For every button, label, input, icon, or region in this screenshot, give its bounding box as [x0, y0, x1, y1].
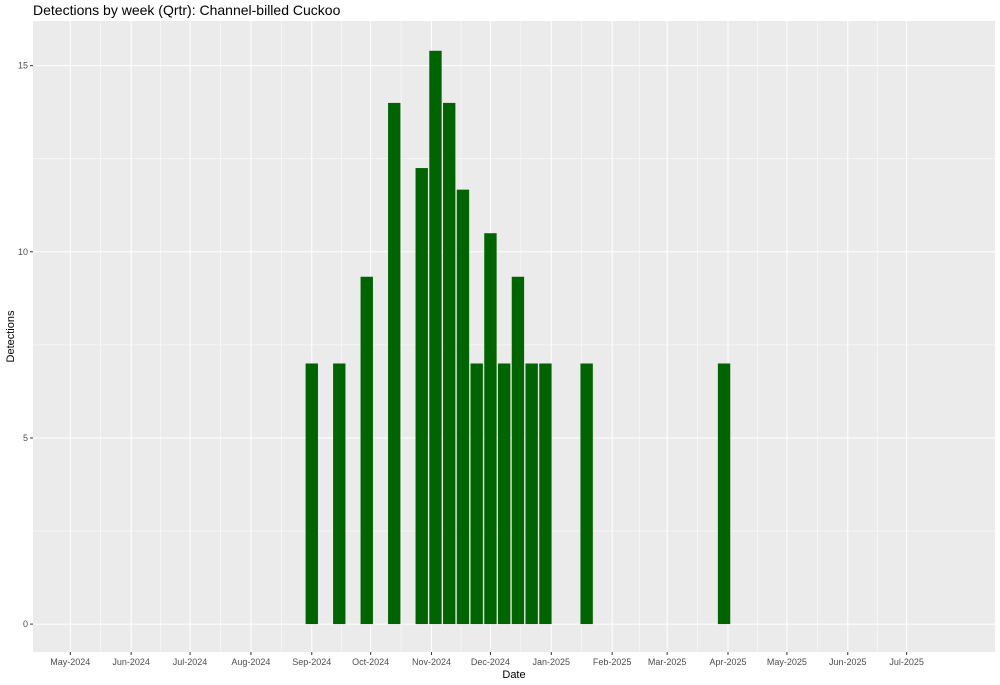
x-tick-label: Jan-2025 [533, 657, 571, 667]
x-tick-label: Feb-2025 [593, 657, 632, 667]
x-tick-label: Apr-2025 [709, 657, 746, 667]
bar [305, 363, 318, 625]
x-tick-label: May-2025 [767, 657, 807, 667]
x-tick-label: Dec-2024 [471, 657, 510, 667]
chart-title: Detections by week (Qrtr): Channel-bille… [33, 2, 341, 18]
x-tick-label: Jul-2025 [889, 657, 924, 667]
x-tick-label: Mar-2025 [648, 657, 687, 667]
x-tick-label: Jun-2025 [829, 657, 867, 667]
y-tick-label: 15 [18, 61, 28, 71]
bar [717, 363, 731, 625]
bar [360, 276, 373, 625]
bars [305, 50, 731, 625]
x-tick-label: Aug-2024 [231, 657, 270, 667]
bar [333, 363, 346, 625]
y-tick-label: 0 [23, 619, 28, 629]
x-tick-label: Sep-2024 [292, 657, 331, 667]
x-tick-label: Nov-2024 [412, 657, 451, 667]
x-tick-label: Oct-2024 [352, 657, 389, 667]
bar [470, 363, 483, 625]
y-tick-label: 5 [23, 433, 28, 443]
bar [525, 363, 538, 625]
x-tick-label: Jul-2024 [173, 657, 208, 667]
x-tick-label: Jun-2024 [112, 657, 150, 667]
y-tick-label: 10 [18, 247, 28, 257]
bar [484, 233, 497, 625]
bar [415, 168, 428, 625]
bar [497, 363, 511, 625]
bar [456, 189, 470, 625]
y-axis-title: Detections [5, 310, 17, 362]
bar [388, 102, 401, 625]
x-tick-label: May-2024 [50, 657, 90, 667]
x-axis: May-2024 Jun-2024 Jul-2024 Aug-2024 Sep-2024… [50, 652, 924, 667]
bar [443, 102, 456, 625]
bar [580, 363, 593, 625]
y-axis: 0 5 10 15 [18, 61, 33, 629]
bar [511, 276, 525, 625]
x-axis-title: Date [502, 669, 525, 681]
bar [429, 50, 442, 625]
bar [539, 363, 552, 625]
